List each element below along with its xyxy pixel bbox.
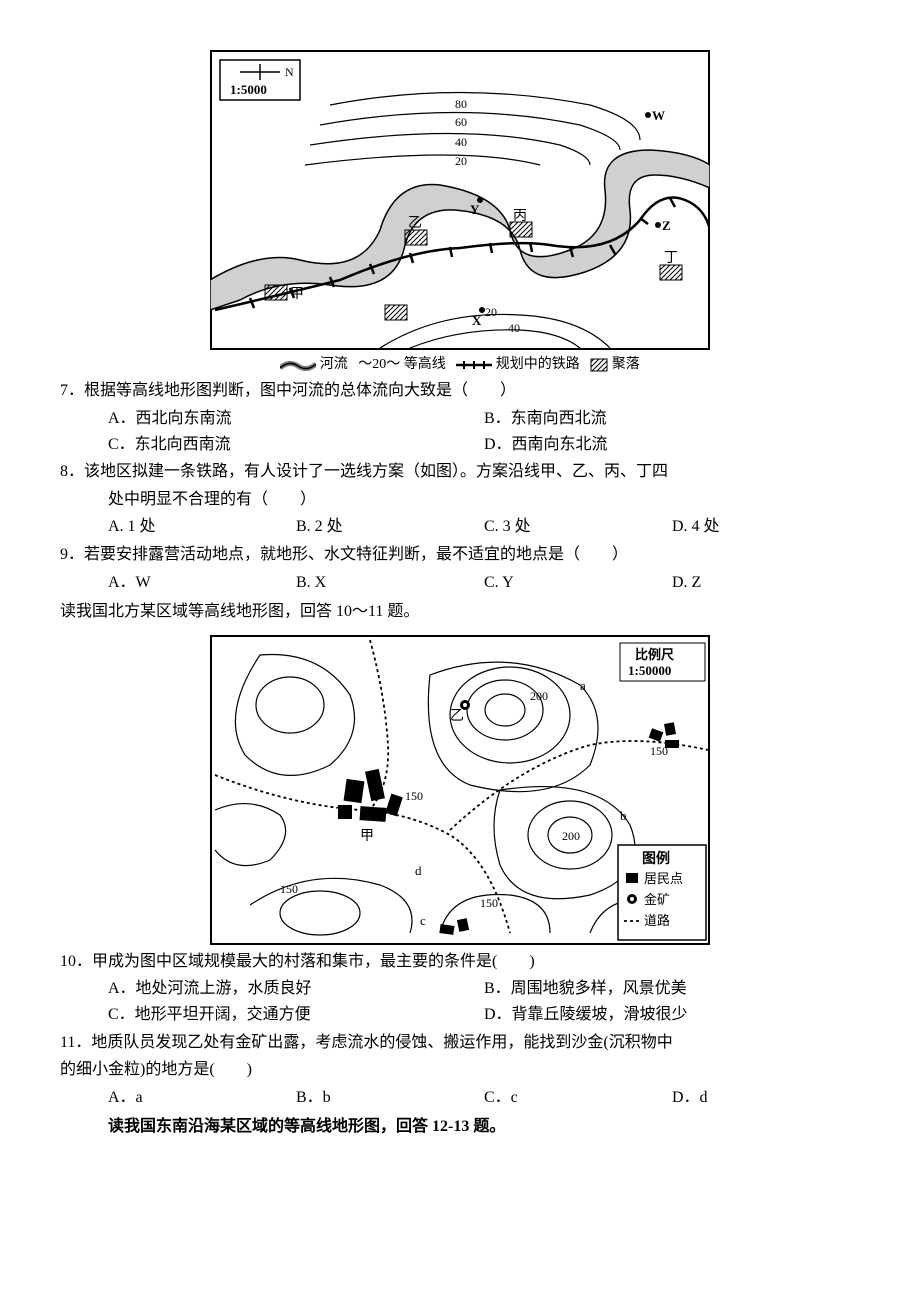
contour-40b: 40 xyxy=(508,321,520,335)
c2-150b: 150 xyxy=(405,789,423,803)
q9-a: A．W xyxy=(108,570,296,596)
contour-20b: 20 xyxy=(485,305,497,319)
c2-200a: 200 xyxy=(530,689,548,703)
contour-80: 80 xyxy=(455,97,467,111)
q8-stem1: 8．该地区拟建一条铁路，有人设计了一选线方案（如图）。方案沿线甲、乙、丙、丁四 xyxy=(60,459,860,485)
q11-c: C．c xyxy=(484,1085,672,1111)
c2-200b: 200 xyxy=(562,829,580,843)
map-1-svg: N 1:5000 80 60 40 20 20 40 Y X W Z xyxy=(210,50,710,350)
point-x: X xyxy=(472,313,482,328)
point-y: Y xyxy=(470,202,480,217)
q11-b: B．b xyxy=(296,1085,484,1111)
north-label: N xyxy=(285,65,294,79)
q7-stem: 7．根据等高线地形图判断，图中河流的总体流向大致是（ ） xyxy=(60,378,860,404)
c2-150c: 150 xyxy=(480,896,498,910)
q7-d: D．西南向东北流 xyxy=(484,432,860,458)
legend2-road: 道路 xyxy=(644,913,670,928)
intro-2: 读我国北方某区域等高线地形图，回答 10～11 题。 xyxy=(60,599,860,625)
figure-2: 比例尺 1:50000 200 150 150 200 150 150 xyxy=(60,635,860,945)
settle-jia: 甲 xyxy=(290,287,304,302)
q9-d: D. Z xyxy=(672,570,860,596)
point-z: Z xyxy=(662,218,671,233)
label-yi: 乙 xyxy=(450,708,464,724)
label-d: d xyxy=(415,863,422,878)
contour-60: 60 xyxy=(455,115,467,129)
q11-stem2: 的细小金粒)的地方是( ) xyxy=(60,1057,860,1083)
q8-d: D. 4 处 xyxy=(672,514,860,540)
q10-stem: 10．甲成为图中区域规模最大的村落和集市，最主要的条件是( ) xyxy=(60,949,860,975)
legend2-gold: 金矿 xyxy=(644,892,670,907)
map-2-svg: 比例尺 1:50000 200 150 150 200 150 150 xyxy=(210,635,710,945)
legend-contour-val: 20 xyxy=(372,357,386,372)
q10-a: A．地处河流上游，水质良好 xyxy=(108,976,484,1002)
q8-stem2: 处中明显不合理的有（ ） xyxy=(108,487,860,513)
q8-a: A. 1 处 xyxy=(108,514,296,540)
legend2-title: 图例 xyxy=(642,850,670,867)
scale-label: 1:5000 xyxy=(230,82,267,97)
q8-c: C. 3 处 xyxy=(484,514,672,540)
q10-b: B．周围地貌多样，风景优美 xyxy=(484,976,860,1002)
scale2-value: 1:50000 xyxy=(628,663,671,678)
q11-a: A．a xyxy=(108,1085,296,1111)
legend-settle: 聚落 xyxy=(612,357,640,372)
q10-d: D．背靠丘陵缓坡，滑坡很少 xyxy=(484,1002,860,1028)
label-c: c xyxy=(420,913,426,928)
point-w: W xyxy=(652,108,665,123)
q9-stem: 9．若要安排露营活动地点，就地形、水文特征判断，最不适宜的地点是（ ） xyxy=(60,542,860,568)
q7-c: C．东北向西南流 xyxy=(108,432,484,458)
figure-1: N 1:5000 80 60 40 20 20 40 Y X W Z xyxy=(60,50,860,350)
settle-ding: 丁 xyxy=(664,251,678,266)
q9-b: B. X xyxy=(296,570,484,596)
q11-stem1: 11．地质队员发现乙处有金矿出露，考虑流水的侵蚀、搬运作用，能找到沙金(沉积物中 xyxy=(60,1030,860,1056)
q11-d: D．d xyxy=(672,1085,860,1111)
figure-1-legend: 河流 〜20〜 等高线 规划中的铁路 聚落 xyxy=(60,354,860,376)
intro-3: 读我国东南沿海某区域的等高线地形图，回答 12-13 题。 xyxy=(108,1114,860,1140)
q8-b: B. 2 处 xyxy=(296,514,484,540)
settle-yi: 乙 xyxy=(408,215,422,231)
legend-river: 河流 xyxy=(320,357,348,372)
label-a: a xyxy=(580,678,586,693)
legend-contour: 等高线 xyxy=(404,357,446,372)
q10-c: C．地形平坦开阔，交通方便 xyxy=(108,1002,484,1028)
legend-rail: 规划中的铁路 xyxy=(496,357,580,372)
q7-b: B．东南向西北流 xyxy=(484,406,860,432)
q7-a: A．西北向东南流 xyxy=(108,406,484,432)
settle-bing: 丙 xyxy=(513,209,527,224)
label-b: b xyxy=(620,808,627,823)
contour-20a: 20 xyxy=(455,154,467,168)
q9-c: C. Y xyxy=(484,570,672,596)
scale2-title: 比例尺 xyxy=(635,647,674,662)
legend2-res: 居民点 xyxy=(644,871,683,886)
contour-40: 40 xyxy=(455,135,467,149)
label-jia: 甲 xyxy=(360,829,374,844)
c2-150d: 150 xyxy=(280,882,298,896)
